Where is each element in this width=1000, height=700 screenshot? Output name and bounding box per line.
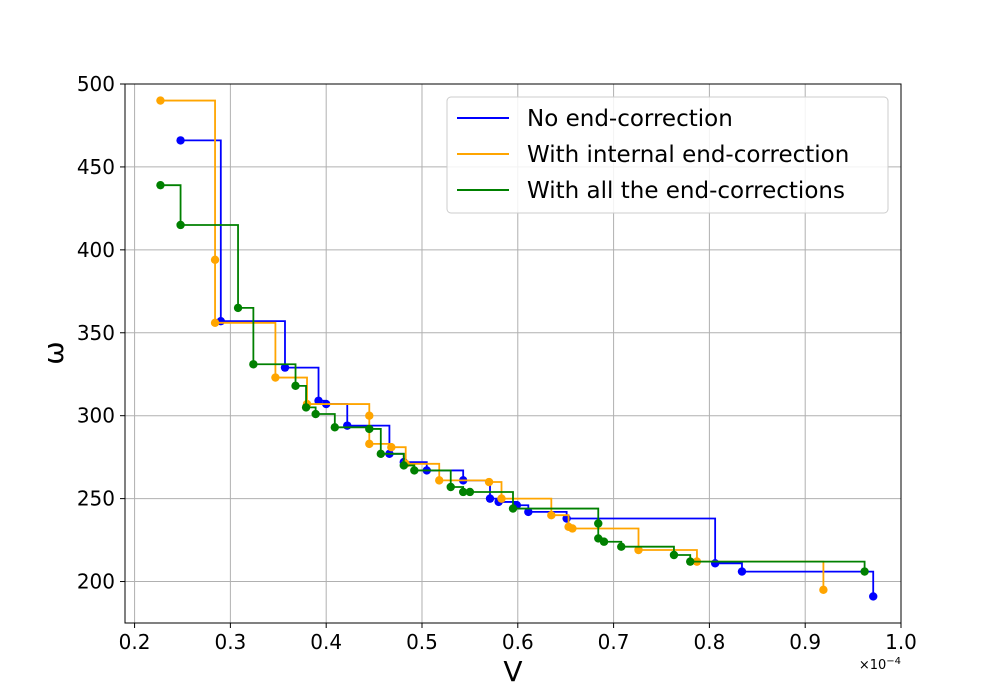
data-point — [568, 524, 577, 533]
data-point — [233, 303, 243, 313]
x-tick-label: 0.2 — [119, 630, 151, 654]
series-step-line — [180, 139, 875, 597]
legend: No end-correction With internal end-corre… — [446, 96, 889, 214]
x-tick-label: 0.5 — [406, 630, 438, 654]
x-tick-label: 1.0 — [885, 630, 917, 654]
x-tick-label: 0.7 — [598, 630, 630, 654]
data-point — [686, 557, 695, 566]
data-point — [365, 439, 374, 449]
series-2 — [156, 96, 828, 595]
data-point — [399, 461, 408, 470]
data-point — [311, 409, 320, 419]
data-point — [634, 545, 643, 555]
data-point — [410, 466, 419, 475]
data-point — [669, 550, 679, 560]
y-tick-label: 300 — [77, 404, 115, 428]
y-axis-ticks: 200 250 300 350 400 450 500 — [77, 72, 125, 594]
data-point — [594, 519, 603, 528]
legend-label: With all the end-corrections — [527, 178, 845, 204]
data-point — [458, 487, 468, 497]
data-point — [343, 421, 352, 430]
data-point — [819, 585, 828, 595]
data-point — [710, 559, 720, 568]
x-tick-label: 0.9 — [789, 630, 821, 654]
y-tick-label: 400 — [77, 238, 115, 262]
series-layer — [156, 96, 878, 601]
data-point — [617, 542, 626, 551]
data-point — [869, 592, 878, 601]
data-point — [330, 423, 340, 432]
x-tick-label: 0.3 — [214, 630, 246, 654]
data-point — [249, 360, 258, 369]
x-axis-label: V — [503, 655, 522, 688]
y-tick-label: 350 — [77, 321, 115, 345]
data-point — [860, 567, 869, 576]
data-point — [314, 396, 323, 405]
data-point — [508, 504, 518, 513]
data-point — [497, 494, 506, 503]
x-axis-multiplier: ×10−4 — [859, 656, 901, 673]
data-point — [446, 482, 455, 492]
data-point — [271, 373, 280, 382]
data-point — [291, 381, 300, 391]
data-point — [524, 507, 533, 517]
data-point — [465, 487, 475, 497]
x-tick-label: 0.6 — [502, 630, 534, 654]
y-axis-label: ω — [37, 341, 70, 364]
data-point — [176, 136, 185, 145]
data-point — [547, 511, 556, 520]
data-point — [485, 494, 495, 503]
data-point — [210, 255, 220, 264]
series-step-line — [160, 184, 866, 572]
plot-area-frame — [124, 83, 902, 624]
x-tick-label: 0.4 — [310, 630, 342, 654]
legend-label: No end-correction — [527, 106, 733, 132]
legend-box — [446, 96, 889, 214]
y-tick-label: 500 — [77, 72, 115, 96]
legend-label: With internal end-correction — [527, 142, 849, 168]
data-point — [365, 424, 374, 434]
data-point — [737, 567, 747, 576]
y-tick-label: 450 — [77, 155, 115, 179]
data-point — [280, 363, 290, 372]
data-point — [156, 96, 165, 105]
data-point — [376, 449, 385, 459]
data-point — [156, 180, 165, 190]
y-tick-label: 200 — [77, 570, 115, 594]
x-tick-label: 0.8 — [693, 630, 725, 654]
y-tick-label: 250 — [77, 487, 115, 511]
data-point — [301, 403, 311, 412]
x-axis-ticks: 0.2 0.3 0.4 0.5 0.6 0.7 0.8 0.9 1.0 — [119, 623, 917, 654]
series-3 — [156, 180, 869, 576]
data-point — [210, 318, 220, 328]
data-point — [435, 476, 444, 485]
data-point — [484, 477, 494, 487]
data-point — [387, 443, 396, 452]
data-point — [176, 220, 185, 230]
data-point — [365, 411, 374, 420]
data-point — [599, 537, 609, 546]
